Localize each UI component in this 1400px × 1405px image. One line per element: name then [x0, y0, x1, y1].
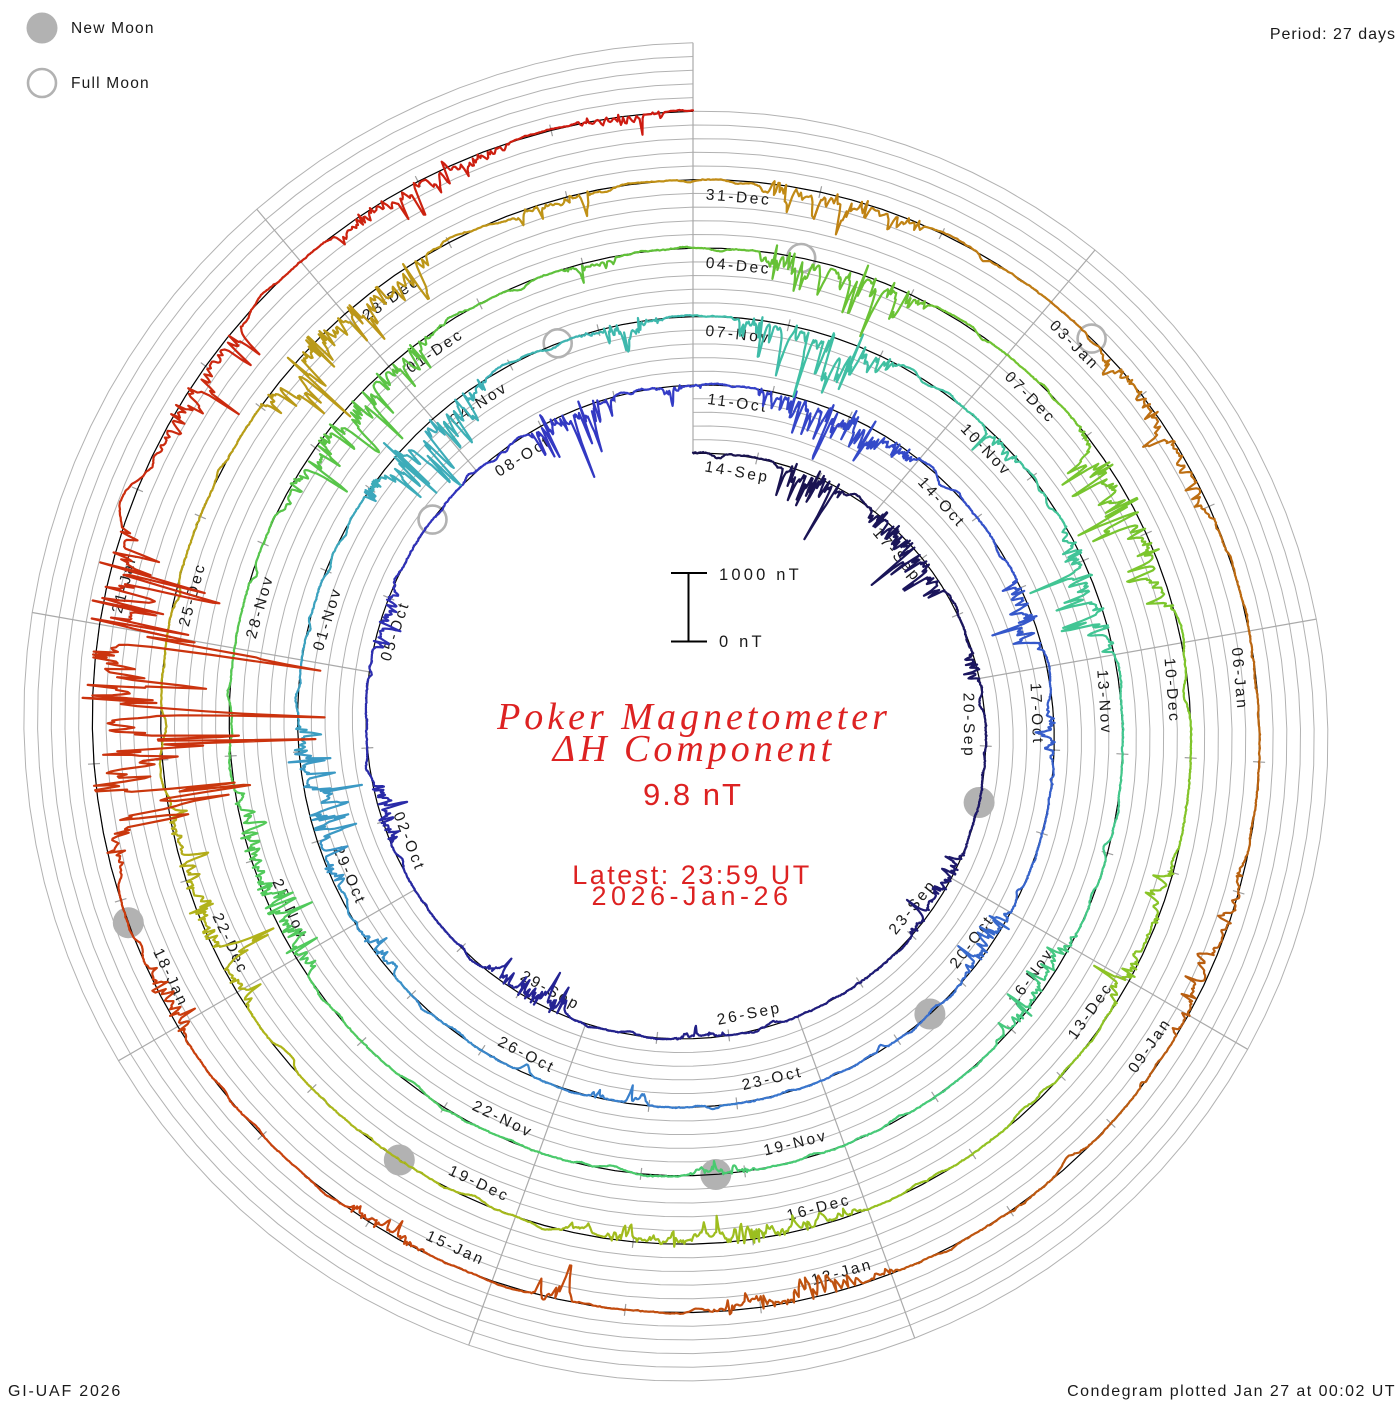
svg-text:Poker Magnetometer: Poker Magnetometer	[496, 696, 891, 738]
svg-text:ΔH Component: ΔH Component	[551, 728, 835, 770]
svg-text:06-Jan: 06-Jan	[1228, 647, 1251, 711]
svg-text:0 nT: 0 nT	[719, 633, 765, 651]
svg-text:Latest: 23:59 UT: Latest: 23:59 UT	[572, 860, 812, 890]
svg-text:31-Dec: 31-Dec	[705, 186, 772, 209]
svg-text:10-Dec: 10-Dec	[1160, 657, 1182, 724]
svg-text:17-Oct: 17-Oct	[1026, 683, 1046, 746]
svg-text:Condegram plotted Jan 27 at 00: Condegram plotted Jan 27 at 00:02 UT	[1067, 1383, 1396, 1400]
svg-text:Full Moon: Full Moon	[71, 75, 150, 92]
svg-text:13-Nov: 13-Nov	[1093, 669, 1114, 736]
svg-text:GI-UAF 2026: GI-UAF 2026	[8, 1383, 122, 1400]
svg-text:20-Sep: 20-Sep	[960, 693, 978, 759]
svg-text:2026-Jan-26: 2026-Jan-26	[591, 881, 792, 911]
svg-text:New Moon: New Moon	[71, 20, 155, 37]
svg-text:9.8 nT: 9.8 nT	[643, 777, 743, 812]
svg-text:1000 nT: 1000 nT	[719, 566, 802, 584]
svg-text:04-Dec: 04-Dec	[705, 255, 772, 278]
svg-text:Period: 27 days: Period: 27 days	[1270, 26, 1396, 43]
